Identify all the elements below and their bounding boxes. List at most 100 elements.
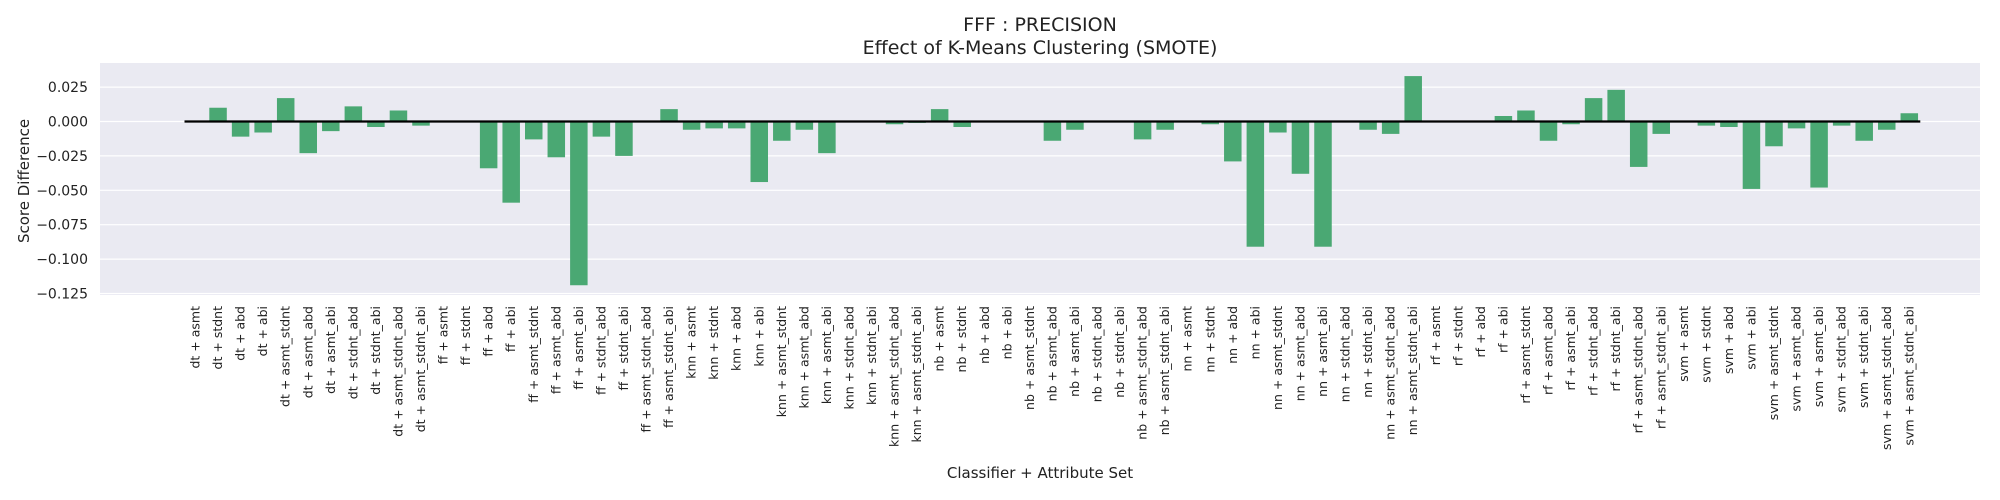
bar <box>1043 121 1062 141</box>
y-tick-label: −0.025 <box>36 149 88 165</box>
y-tick-label: −0.125 <box>36 287 88 303</box>
x-tick-label: knn + asmt <box>684 306 699 379</box>
x-tick-label: ff + stdnt_abi <box>616 306 631 391</box>
bar <box>682 121 701 130</box>
y-tick-label: −0.050 <box>36 183 88 199</box>
x-tick-labels: dt + asmt dt + stdnt dt + abd dt + abi dt + … <box>188 306 1917 450</box>
bar <box>1878 121 1896 130</box>
bar <box>773 121 791 141</box>
x-tick-label: svm + asmt_stdnt_abi <box>1901 306 1916 446</box>
bar <box>231 121 250 137</box>
x-tick-label: nb + asmt_stdnt <box>1022 306 1037 410</box>
x-tick-label: dt + abd <box>233 306 248 361</box>
x-tick-label: nb + asmt_stdnt_abi <box>1157 306 1172 435</box>
bar <box>1787 121 1806 129</box>
x-tick-label: nn + asmt_abd <box>1292 306 1307 401</box>
bar <box>795 121 814 130</box>
x-tick-label: ff + stdnt <box>458 306 473 365</box>
x-tick-label: nb + abi <box>999 306 1014 359</box>
x-tick-label: nb + stdnt_abi <box>1112 306 1127 398</box>
y-tick-labels: 0.025 0.000 −0.025 −0.050 −0.075 −0.100 −0.125 <box>36 80 88 302</box>
x-tick-label: nb + stdnt <box>954 306 969 373</box>
x-tick-label: ff + asmt_abd <box>548 306 563 394</box>
x-tick-label: dt + abi <box>255 306 270 356</box>
bar <box>1269 121 1287 133</box>
x-tick-label: dt + asmt_abd <box>300 306 315 398</box>
x-tick-label: nn + stdnt_abd <box>1338 306 1353 402</box>
bar <box>885 121 904 125</box>
bar <box>1066 121 1084 130</box>
x-tick-label: nn + asmt_abi <box>1315 306 1330 397</box>
x-tick-label: svm + stdnt_abd <box>1834 306 1849 412</box>
x-tick-label: knn + asmt_stdnt_abd <box>887 306 902 447</box>
x-tick-label: dt + asmt_abi <box>323 306 338 394</box>
bar <box>1765 121 1783 147</box>
x-tick-label: nn + asmt_stdnt <box>1270 306 1285 410</box>
bar <box>1381 121 1400 134</box>
bar <box>389 110 408 122</box>
bar <box>1314 121 1332 247</box>
x-tick-label: ff + asmt_abi <box>571 306 586 390</box>
x-tick-label: dt + stdnt_abi <box>368 306 383 395</box>
x-tick-label: nn + asmt_stdnt_abd <box>1383 306 1398 440</box>
x-tick-label: nb + abd <box>977 306 992 364</box>
chart-title: FFF : PRECISION <box>963 14 1117 36</box>
x-tick-label: nn + stdnt <box>1202 306 1217 373</box>
x-tick-label: nn + abd <box>1225 306 1240 364</box>
bar <box>1291 121 1310 174</box>
chart-subtitle: Effect of K-Means Clustering (SMOTE) <box>863 37 1218 59</box>
x-tick-label: svm + asmt_abd <box>1789 306 1804 412</box>
bar <box>502 121 520 203</box>
x-tick-label: ff + abi <box>503 306 518 352</box>
x-tick-label: rf + stdnt_abi <box>1608 306 1623 391</box>
x-tick-label: knn + asmt_abd <box>796 306 811 409</box>
x-tick-label: nn + asmt <box>1180 306 1195 372</box>
x-tick-label: dt + stdnt <box>210 306 225 370</box>
bar <box>209 107 227 122</box>
bar <box>1133 121 1152 140</box>
y-tick-label: −0.100 <box>36 252 88 268</box>
x-tick-label: rf + abi <box>1495 306 1510 353</box>
x-tick-label: svm + asmt_abi <box>1811 306 1826 407</box>
x-tick-label: rf + asmt_abd <box>1541 306 1556 395</box>
bar <box>479 121 498 169</box>
y-tick-label: −0.075 <box>36 218 88 234</box>
x-tick-label: svm + abd <box>1721 306 1736 374</box>
bar <box>1742 121 1761 189</box>
x-tick-label: ff + stdnt_abd <box>593 306 608 395</box>
bar <box>1832 121 1851 126</box>
bar <box>1539 121 1558 141</box>
x-tick-label: nb + asmt <box>932 306 947 372</box>
bar <box>254 121 272 133</box>
x-tick-label: dt + asmt_stdnt_abd <box>390 306 405 437</box>
x-tick-label: nb + asmt_stdnt_abd <box>1135 306 1150 440</box>
bar <box>1224 121 1242 162</box>
bar <box>1201 121 1219 125</box>
bar <box>1900 113 1919 122</box>
bar <box>525 121 543 140</box>
x-tick-label: rf + stdnt_abd <box>1586 306 1601 396</box>
bar <box>1156 121 1174 130</box>
bar <box>1697 121 1716 126</box>
x-tick-label: rf + asmt_abi <box>1563 306 1578 391</box>
x-tick-label: knn + asmt_stdnt_abi <box>909 306 924 443</box>
bar <box>344 106 363 122</box>
x-tick-label: dt + asmt <box>188 306 203 369</box>
x-tick-label: svm + asmt_stdnt_abd <box>1879 306 1894 450</box>
x-tick-label: rf + stdnt <box>1450 306 1465 366</box>
bar <box>727 121 746 129</box>
x-tick-label: ff + abd <box>481 306 496 357</box>
x-tick-label: dt + stdnt_abd <box>345 306 360 399</box>
bar <box>818 121 836 154</box>
bar <box>367 121 385 128</box>
bar <box>1584 98 1603 122</box>
bar <box>1629 121 1648 167</box>
x-tick-label: dt + asmt_stdnt_abi <box>413 306 428 432</box>
y-tick-label: 0.025 <box>48 80 88 96</box>
x-tick-label: rf + asmt_stdnt_abi <box>1653 306 1668 429</box>
bar <box>276 98 295 122</box>
bar <box>412 121 430 126</box>
bar <box>1720 121 1738 128</box>
x-tick-label: nn + stdnt_abi <box>1360 306 1375 398</box>
bar <box>570 121 588 286</box>
